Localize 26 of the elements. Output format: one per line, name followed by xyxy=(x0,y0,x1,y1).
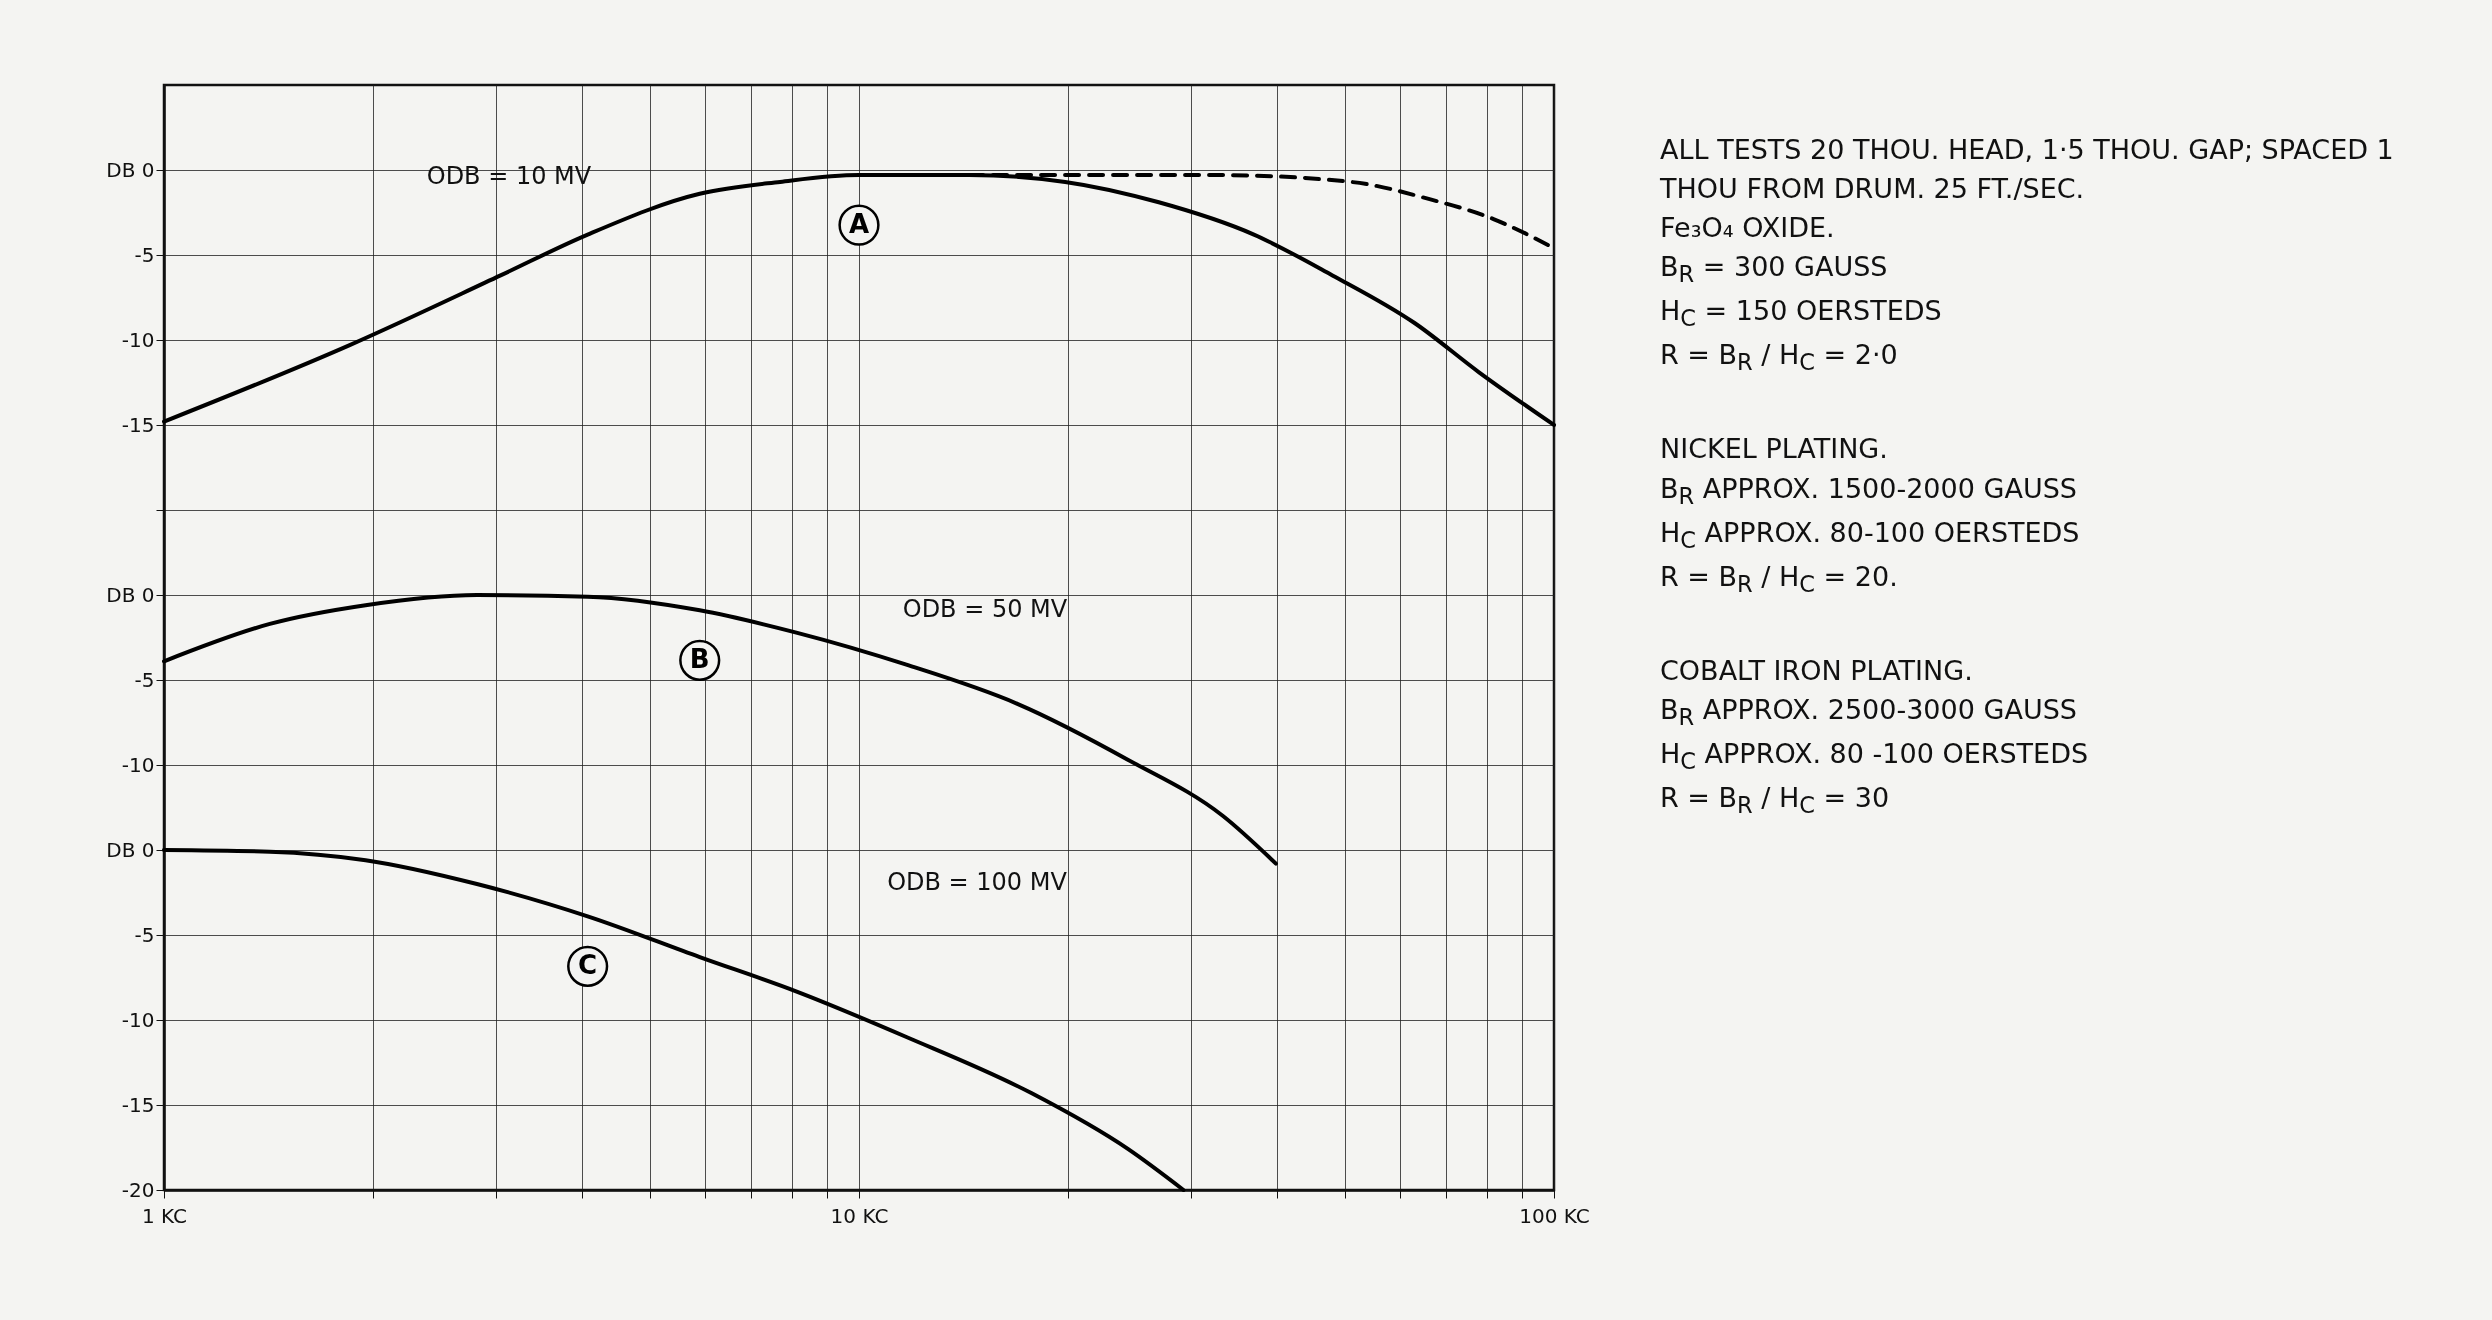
text: B$_{R}$ APPROX. 2500-3000 GAUSS xyxy=(1660,692,2078,733)
text: R = B$_{R}$ / H$_{C}$ = 20. xyxy=(1660,559,1899,600)
text: R = B$_{R}$ / H$_{C}$ = 2·0 xyxy=(1660,338,1899,378)
y3-tick-label: -20 xyxy=(121,1177,155,1202)
annotation: ODB = 50 MV xyxy=(902,595,1068,623)
text: B$_{R}$ = 300 GAUSS xyxy=(1660,250,1889,290)
series-label: C xyxy=(578,950,598,981)
series-label: B xyxy=(689,644,710,675)
text: H$_{C}$ APPROX. 80-100 OERSTEDS xyxy=(1660,515,2081,555)
text: Fe₃O₄ OXIDE. xyxy=(1660,211,1836,246)
y-tick-label: -5 xyxy=(134,242,155,267)
annotation: ODB = 100 MV xyxy=(887,868,1068,896)
y-tick-label: -10 xyxy=(121,327,155,352)
text: H$_{C}$ APPROX. 80 -100 OERSTEDS xyxy=(1660,736,2090,777)
x-tick-label: 100 KC xyxy=(1519,1203,1590,1228)
x-tick-label: 10 KC xyxy=(830,1203,889,1228)
text: NICKEL PLATING. xyxy=(1660,432,1889,467)
x-tick-label: 1 KC xyxy=(141,1203,188,1228)
y-tick-label: DB 0 xyxy=(106,157,155,182)
text: ALL TESTS 20 THOU. HEAD, 1·5 THOU. GAP; SPACED 1 THOU FROM DRUM. 25 FT./SEC. xyxy=(1660,133,2395,207)
text: COBALT IRON PLATING. xyxy=(1660,653,1974,688)
text: B$_{R}$ APPROX. 1500-2000 GAUSS xyxy=(1660,471,2078,511)
text: R = B$_{R}$ / H$_{C}$ = 30 xyxy=(1660,780,1891,821)
series-label: A xyxy=(848,209,870,240)
y-tick-label: -15 xyxy=(121,412,155,437)
text: H$_{C}$ = 150 OERSTEDS xyxy=(1660,294,1943,334)
